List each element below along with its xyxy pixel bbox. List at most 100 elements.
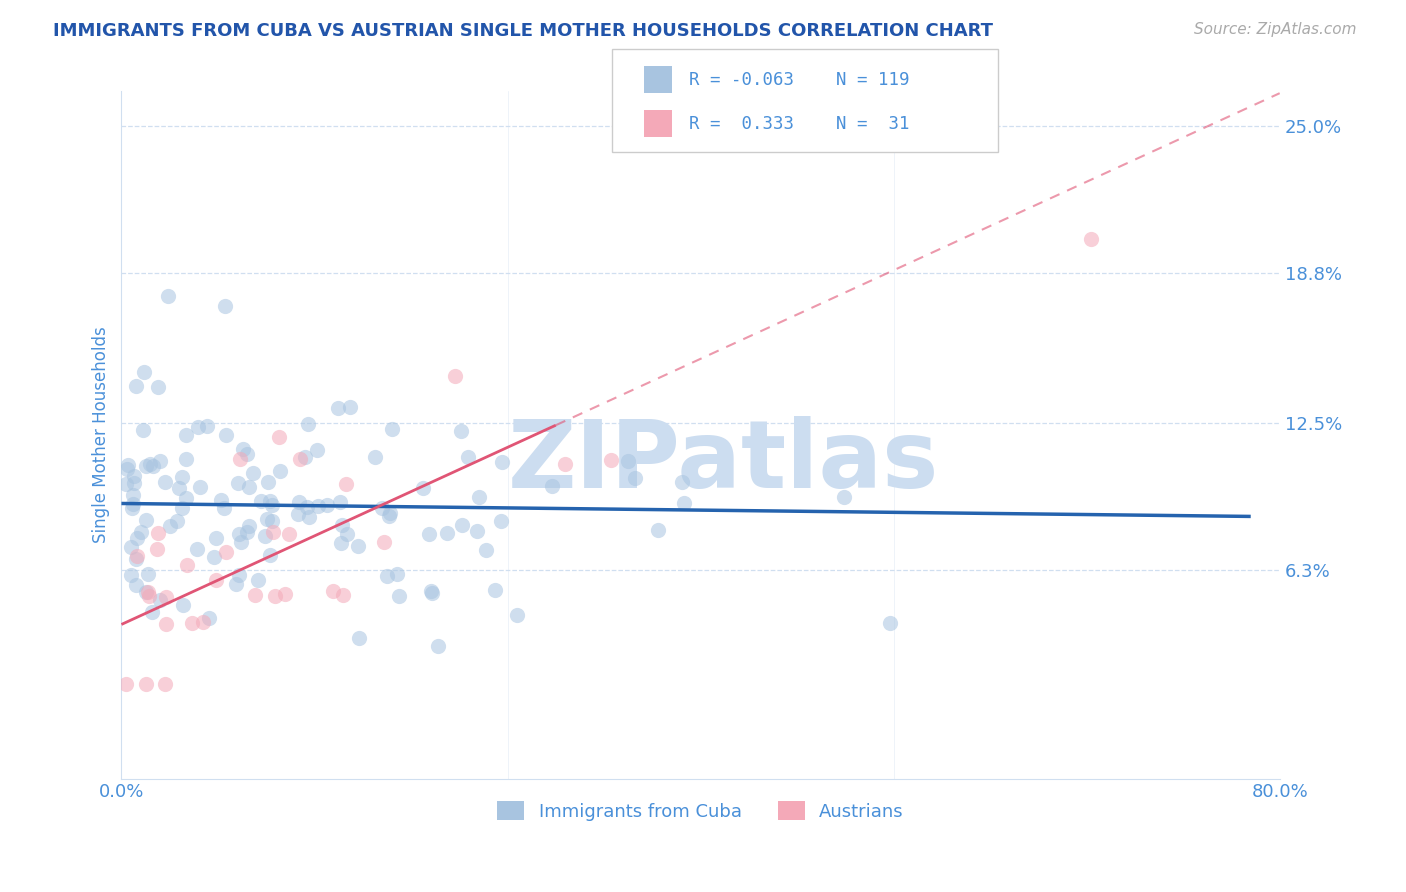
- Point: [127, 549, 149, 564]
- Point: [132, 423, 155, 437]
- Point: [295, 500, 318, 514]
- Point: [136, 585, 159, 599]
- Point: [120, 568, 142, 582]
- Point: [647, 523, 669, 537]
- Point: [145, 542, 167, 557]
- Point: [215, 427, 238, 442]
- Point: [174, 452, 197, 467]
- Point: [673, 496, 696, 510]
- Point: [170, 469, 193, 483]
- Point: [148, 379, 170, 393]
- Point: [541, 478, 564, 492]
- Point: [307, 499, 329, 513]
- Point: [228, 568, 250, 582]
- Point: [253, 528, 276, 542]
- Point: [332, 588, 354, 602]
- Point: [250, 493, 273, 508]
- Point: [305, 442, 328, 457]
- Point: [135, 512, 157, 526]
- Point: [146, 526, 169, 541]
- Point: [328, 401, 350, 415]
- Point: [205, 574, 228, 588]
- Point: [138, 566, 160, 581]
- Point: [879, 615, 901, 630]
- Text: Source: ZipAtlas.com: Source: ZipAtlas.com: [1194, 22, 1357, 37]
- Point: [149, 454, 172, 468]
- Point: [204, 532, 226, 546]
- Point: [139, 457, 162, 471]
- Point: [624, 471, 647, 485]
- Point: [336, 527, 359, 541]
- Point: [419, 583, 441, 598]
- Point: [121, 500, 143, 515]
- Point: [122, 469, 145, 483]
- Point: [257, 475, 280, 489]
- Point: [149, 593, 172, 607]
- Point: [187, 420, 209, 434]
- Point: [172, 599, 194, 613]
- Point: [226, 475, 249, 490]
- Point: [260, 514, 283, 528]
- Point: [157, 289, 180, 303]
- Point: [198, 611, 221, 625]
- Point: [174, 491, 197, 505]
- Point: [387, 566, 409, 581]
- Point: [125, 578, 148, 592]
- Point: [554, 457, 576, 471]
- Point: [339, 400, 361, 414]
- Point: [172, 500, 194, 515]
- Point: [412, 481, 434, 495]
- Point: [229, 451, 252, 466]
- Point: [238, 519, 260, 533]
- Point: [420, 586, 443, 600]
- Point: [475, 542, 498, 557]
- Point: [467, 490, 489, 504]
- Point: [215, 545, 238, 559]
- Point: [329, 495, 352, 509]
- Point: [114, 477, 136, 491]
- Point: [450, 424, 472, 438]
- Point: [214, 299, 236, 313]
- Point: [267, 429, 290, 443]
- Point: [347, 539, 370, 553]
- Point: [491, 454, 513, 468]
- Point: [287, 507, 309, 521]
- Point: [132, 365, 155, 379]
- Point: [190, 480, 212, 494]
- Point: [290, 452, 312, 467]
- Point: [159, 519, 181, 533]
- Point: [491, 514, 513, 528]
- Point: [364, 450, 387, 464]
- Point: [298, 510, 321, 524]
- Point: [181, 615, 204, 630]
- Point: [599, 453, 621, 467]
- Legend: Immigrants from Cuba, Austrians: Immigrants from Cuba, Austrians: [489, 794, 911, 828]
- Point: [174, 428, 197, 442]
- Point: [247, 573, 270, 587]
- Point: [125, 531, 148, 545]
- Point: [294, 450, 316, 465]
- Point: [263, 589, 285, 603]
- Point: [155, 616, 177, 631]
- Point: [259, 548, 281, 562]
- Point: [373, 534, 395, 549]
- Point: [245, 588, 267, 602]
- Point: [122, 488, 145, 502]
- Text: ZIPatlas: ZIPatlas: [508, 417, 939, 508]
- Point: [484, 582, 506, 597]
- Point: [436, 526, 458, 541]
- Point: [832, 490, 855, 504]
- Point: [347, 631, 370, 645]
- Point: [228, 527, 250, 541]
- Point: [322, 583, 344, 598]
- Point: [135, 458, 157, 473]
- Point: [671, 475, 693, 490]
- Point: [426, 640, 449, 654]
- Point: [135, 677, 157, 691]
- Point: [117, 458, 139, 472]
- Point: [256, 512, 278, 526]
- Point: [330, 518, 353, 533]
- Point: [238, 480, 260, 494]
- Point: [141, 459, 163, 474]
- Point: [155, 677, 177, 691]
